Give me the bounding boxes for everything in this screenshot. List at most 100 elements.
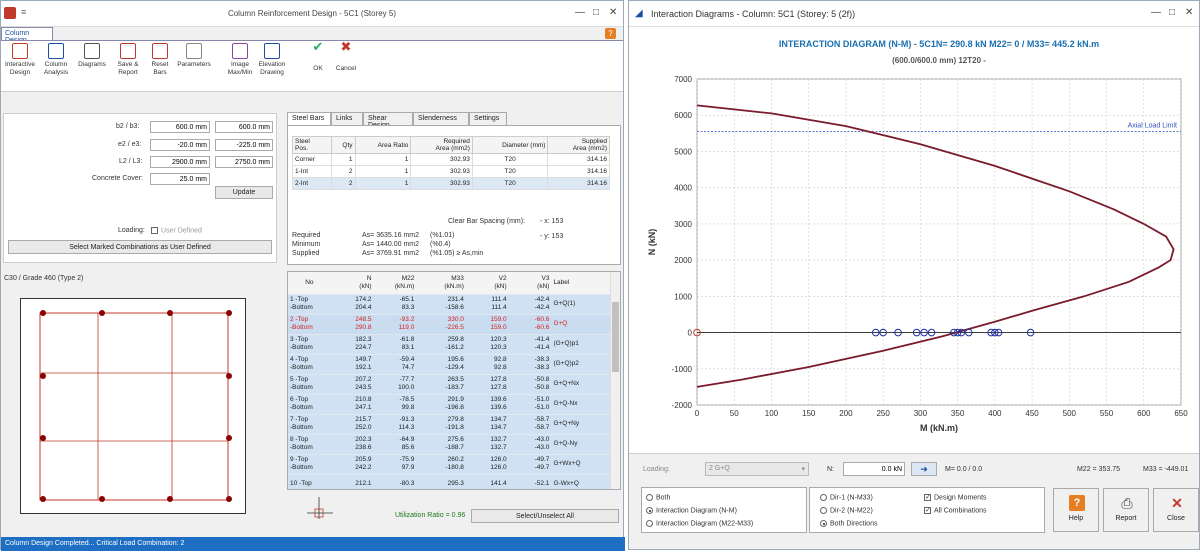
axial-limit-label: Axial Load Limit — [1128, 123, 1177, 130]
column-design-window: ≡ Column Reinforcement Design - 5C1 (Sto… — [0, 0, 625, 551]
radio-nm[interactable]: Interaction Diagram (N-M) — [646, 507, 737, 514]
interactive-design-icon — [12, 43, 28, 59]
table-row[interactable]: 1 -Top -Bottom 174.2 204.4 -65.1 83.3 231.4… — [288, 294, 610, 315]
maximize-icon-right[interactable]: □ — [1169, 7, 1176, 18]
table-cell: (G+Q)p2 — [551, 354, 610, 375]
chevron-down-icon: ▾ — [801, 466, 805, 473]
table-row[interactable]: 3 -Top -Bottom 182.3 224.7 -61.8 83.1 259.8… — [288, 334, 610, 355]
combos-scrollbar[interactable] — [610, 272, 620, 489]
l3-input[interactable] — [215, 156, 273, 168]
pin-icon[interactable]: ≡ — [21, 7, 27, 17]
table-cell: 10 -Top — [288, 474, 331, 489]
check-design-moments[interactable]: ✓ Design Moments — [924, 494, 987, 502]
table-row[interactable]: 10 -Top 212.1 -80.3 295.3 141.4 -52.1 G-Wx+Q — [288, 474, 610, 489]
table-cell: G+Q-Ny — [551, 434, 610, 455]
radio-dir2[interactable]: Dir-2 (N-M22) — [820, 507, 873, 514]
table-cell: -58.7 -58.7 — [508, 414, 552, 435]
table-row[interactable]: Corner 1 1 302.93 T20 314.16 — [292, 153, 610, 166]
minimize-icon-right[interactable]: — — [1151, 7, 1161, 18]
save-report-button[interactable]: Save & Report — [111, 43, 145, 77]
l2-input[interactable] — [150, 156, 210, 168]
radio-m22-m33[interactable]: Interaction Diagram (M22-M33) — [646, 520, 753, 527]
minimize-icon[interactable]: — — [575, 7, 585, 18]
load-point — [953, 328, 962, 337]
arrow-right-button[interactable]: ➜ — [911, 462, 937, 476]
e3-input[interactable] — [215, 139, 273, 151]
check-button[interactable]: ✔ OK — [301, 40, 335, 73]
column-section-drawing — [20, 298, 246, 514]
check-all-combinations[interactable]: ✓ All Combinations — [924, 507, 987, 515]
right-titlebar: ◢ Interaction Diagrams - Column: 5C1 (St… — [629, 1, 1199, 27]
tab-steel-bars[interactable]: Steel Bars — [287, 112, 331, 125]
report-button[interactable]: ⎙ Report — [1103, 488, 1149, 532]
table-row[interactable]: 5 -Top -Bottom 207.2 243.5 -77.7 100.0 263.… — [288, 374, 610, 395]
select-marked-button[interactable]: Select Marked Combinations as User Defin… — [8, 240, 272, 254]
table-cell: 215.7 252.0 — [330, 414, 374, 435]
table-cell: 174.2 204.4 — [330, 294, 374, 315]
table-row[interactable]: 2 -Top -Bottom 248.5 290.8 -93.2 119.0 330.… — [288, 314, 610, 335]
tab-slenderness[interactable]: Slenderness — [413, 112, 469, 125]
tab-column-design[interactable]: Column Design — [1, 27, 53, 44]
column-analysis-button[interactable]: Column Analysis — [39, 43, 73, 77]
app-icon — [4, 7, 16, 19]
table-row[interactable]: 2-Int 2 1 302.93 T20 314.16 — [292, 177, 610, 190]
cross-button[interactable]: ✖ Cancel — [329, 40, 363, 73]
reset-bars-button[interactable]: Reset Bars — [143, 43, 177, 77]
elevation-drawing-button[interactable]: Elevation Drawing — [255, 43, 289, 77]
table-cell: 6 -Top -Bottom — [288, 394, 331, 415]
e2-input[interactable] — [150, 139, 210, 151]
table-cell: 127.8 127.8 — [465, 374, 509, 395]
parameters-icon — [186, 43, 202, 59]
cover-input[interactable] — [150, 173, 210, 185]
table-row[interactable]: 7 -Top -Bottom 215.7 252.0 -91.3 114.3 279.… — [288, 414, 610, 435]
help-button[interactable]: ? Help — [1053, 488, 1099, 532]
close-icon-right[interactable]: ✕ — [1185, 7, 1194, 18]
loading-select[interactable]: 2 G+Q ▾ — [705, 462, 809, 476]
table-cell: 231.4 -158.6 — [416, 294, 466, 315]
load-point — [987, 328, 995, 337]
b3-input[interactable] — [215, 121, 273, 133]
n-label: N: — [827, 466, 834, 473]
close-button[interactable]: ✕ Close — [1153, 488, 1199, 532]
b-label: b2 / b3: — [116, 123, 140, 130]
user-defined-checkbox[interactable]: User Defined — [151, 227, 202, 234]
ribbon-label: Elevation Drawing — [258, 61, 286, 76]
update-button[interactable]: Update — [215, 186, 273, 199]
table-cell: 4 -Top -Bottom — [288, 354, 331, 375]
combinations-panel: No N (kN) M22 (kN.m) M33 (kN.m) V2 (kN) V3 (k… — [287, 271, 621, 490]
table-row[interactable]: 9 -Top -Bottom 205.9 242.2 -75.9 97.9 260.2… — [288, 454, 610, 475]
maximize-icon[interactable]: □ — [593, 7, 600, 18]
radio-both-label: Both — [656, 494, 671, 502]
table-row[interactable]: 8 -Top -Bottom 202.3 238.6 -64.9 85.6 275.6… — [288, 434, 610, 455]
table-row[interactable]: 1-Int 2 1 302.93 T20 314.16 — [292, 165, 610, 178]
radio-both[interactable]: Both — [646, 494, 670, 501]
radio-both-directions[interactable]: Both Directions — [820, 520, 877, 527]
radio-nm-label: Interaction Diagram (N-M) — [656, 507, 737, 515]
combo-header: V2 (kN) — [465, 272, 509, 295]
tab-links[interactable]: Links — [331, 112, 363, 125]
m22-readout: M22 = 353.75 — [1077, 466, 1121, 473]
table-cell: 260.2 -180.8 — [416, 454, 466, 475]
combo-header: No — [288, 272, 331, 295]
image-maxmin-button[interactable]: Image Max/Min — [223, 43, 257, 77]
tab-shear-design[interactable]: Shear Design — [363, 112, 413, 129]
table-row[interactable]: 4 -Top -Bottom 149.7 192.1 -59.4 74.7 195.6… — [288, 354, 610, 375]
select-unselect-all-button[interactable]: Select/Unselect All — [471, 509, 619, 523]
table-cell: 2-Int — [292, 177, 332, 190]
x-tick-label: 100 — [765, 409, 779, 418]
help-icon[interactable]: ? — [605, 28, 616, 39]
diagrams-button[interactable]: Diagrams — [75, 43, 109, 69]
reset-bars-icon — [152, 43, 168, 59]
n-input[interactable] — [843, 462, 905, 476]
steel-header: Required Area (mm2) — [410, 136, 473, 154]
radio-dir1[interactable]: Dir-1 (N-M33) — [820, 494, 873, 501]
table-row[interactable]: 6 -Top -Bottom 210.8 247.1 -78.5 99.8 291.9… — [288, 394, 610, 415]
close-icon[interactable]: ✕ — [609, 7, 618, 18]
load-point — [894, 328, 902, 337]
interactive-design-button[interactable]: Interactive Design — [3, 43, 37, 77]
ribbon-label: Reset Bars — [151, 61, 169, 76]
table-cell: -42.4 -42.4 — [508, 294, 552, 315]
tab-settings[interactable]: Settings — [469, 112, 507, 125]
b2-input[interactable] — [150, 121, 210, 133]
parameters-button[interactable]: Parameters — [177, 43, 211, 69]
